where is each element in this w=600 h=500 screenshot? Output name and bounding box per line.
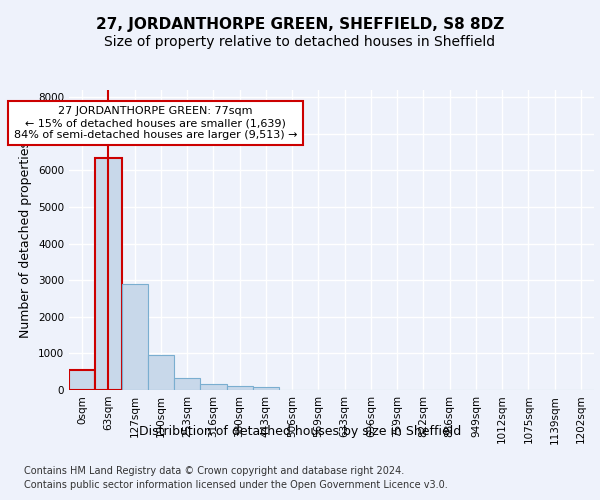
Text: Contains HM Land Registry data © Crown copyright and database right 2024.: Contains HM Land Registry data © Crown c… [24,466,404,476]
Y-axis label: Number of detached properties: Number of detached properties [19,142,32,338]
Bar [121,284,148,390]
Text: Size of property relative to detached houses in Sheffield: Size of property relative to detached ho… [104,35,496,49]
Bar [148,355,174,390]
Text: Distribution of detached houses by size in Sheffield: Distribution of detached houses by size … [139,425,461,438]
Bar [95,158,121,390]
Bar [174,378,200,390]
Bar [253,387,279,390]
Bar [200,384,227,390]
Bar [227,386,253,390]
Text: Contains public sector information licensed under the Open Government Licence v3: Contains public sector information licen… [24,480,448,490]
Text: 27, JORDANTHORPE GREEN, SHEFFIELD, S8 8DZ: 27, JORDANTHORPE GREEN, SHEFFIELD, S8 8D… [96,18,504,32]
Text: 27 JORDANTHORPE GREEN: 77sqm
← 15% of detached houses are smaller (1,639)
84% of: 27 JORDANTHORPE GREEN: 77sqm ← 15% of de… [14,106,298,140]
Bar [69,370,95,390]
